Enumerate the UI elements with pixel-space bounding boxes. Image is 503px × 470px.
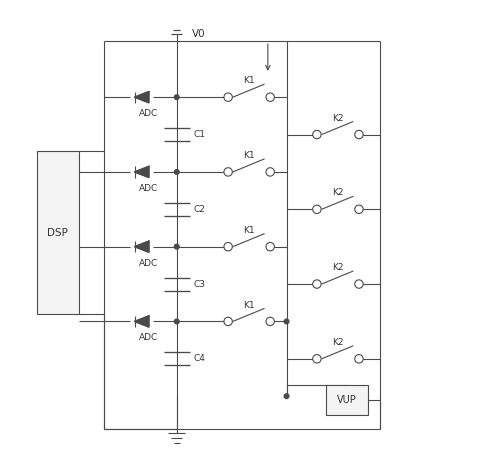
Circle shape bbox=[175, 319, 179, 324]
Text: C1: C1 bbox=[193, 130, 205, 139]
Bar bbox=[326, 384, 368, 415]
Circle shape bbox=[355, 354, 363, 363]
Circle shape bbox=[224, 317, 232, 326]
Circle shape bbox=[224, 243, 232, 251]
Text: DSP: DSP bbox=[47, 227, 68, 238]
Text: V0: V0 bbox=[192, 29, 205, 39]
Circle shape bbox=[313, 130, 321, 139]
Circle shape bbox=[313, 354, 321, 363]
Circle shape bbox=[313, 280, 321, 288]
Polygon shape bbox=[134, 316, 149, 327]
Circle shape bbox=[224, 93, 232, 102]
Circle shape bbox=[175, 170, 179, 174]
Text: K2: K2 bbox=[332, 188, 344, 197]
Text: C4: C4 bbox=[193, 354, 205, 363]
Polygon shape bbox=[134, 241, 149, 252]
Text: K1: K1 bbox=[243, 76, 255, 86]
Circle shape bbox=[284, 394, 289, 399]
Text: K1: K1 bbox=[243, 226, 255, 235]
Text: ADC: ADC bbox=[139, 333, 158, 342]
Circle shape bbox=[355, 130, 363, 139]
Circle shape bbox=[266, 93, 275, 102]
Text: K2: K2 bbox=[332, 338, 344, 347]
Circle shape bbox=[284, 319, 289, 324]
Text: K1: K1 bbox=[243, 151, 255, 160]
Bar bbox=[37, 151, 78, 314]
Text: ADC: ADC bbox=[139, 184, 158, 193]
Circle shape bbox=[313, 205, 321, 213]
Circle shape bbox=[175, 244, 179, 249]
Text: C2: C2 bbox=[193, 205, 205, 214]
Circle shape bbox=[175, 95, 179, 100]
Circle shape bbox=[224, 168, 232, 176]
Circle shape bbox=[355, 280, 363, 288]
Text: ADC: ADC bbox=[139, 109, 158, 118]
Circle shape bbox=[266, 168, 275, 176]
Circle shape bbox=[266, 317, 275, 326]
Text: ADC: ADC bbox=[139, 258, 158, 267]
Polygon shape bbox=[134, 92, 149, 103]
Text: K2: K2 bbox=[332, 114, 344, 123]
Text: C3: C3 bbox=[193, 280, 205, 289]
Text: VUP: VUP bbox=[338, 395, 357, 405]
Text: K2: K2 bbox=[332, 263, 344, 272]
Polygon shape bbox=[134, 166, 149, 178]
Circle shape bbox=[355, 205, 363, 213]
Circle shape bbox=[266, 243, 275, 251]
Text: K1: K1 bbox=[243, 301, 255, 310]
